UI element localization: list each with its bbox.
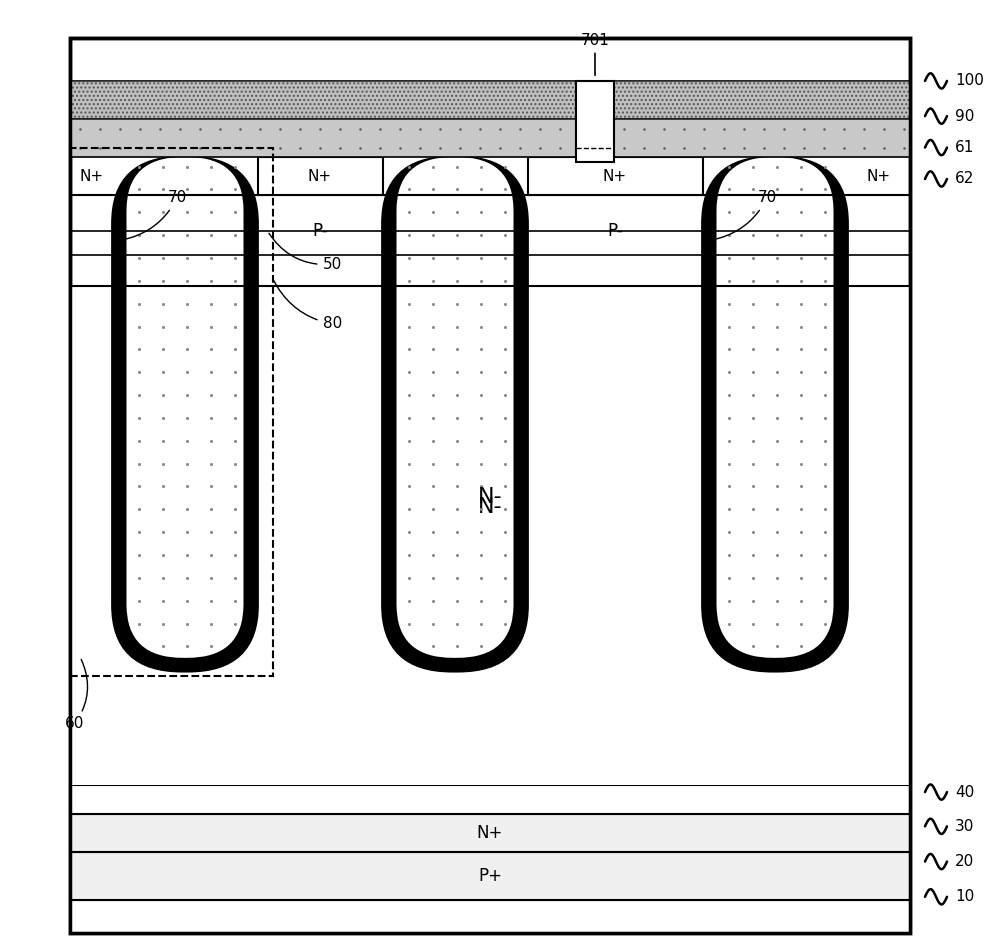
Text: P-: P- — [607, 222, 623, 240]
Bar — [70, 119, 576, 157]
Text: P-: P- — [312, 222, 328, 240]
FancyBboxPatch shape — [382, 157, 528, 671]
Bar — [614, 81, 910, 119]
Bar — [70, 148, 272, 676]
Bar — [70, 81, 576, 119]
Text: N+: N+ — [79, 169, 103, 184]
Text: N-: N- — [478, 487, 502, 507]
Text: N+: N+ — [308, 169, 332, 184]
Bar — [70, 900, 910, 933]
Bar — [70, 38, 910, 933]
Text: 701: 701 — [581, 32, 609, 75]
Text: N-: N- — [478, 497, 502, 517]
Bar — [70, 852, 910, 900]
Text: 20: 20 — [955, 854, 974, 869]
Bar — [70, 38, 910, 933]
Bar — [258, 157, 382, 195]
Text: 62: 62 — [955, 171, 974, 187]
Bar — [70, 814, 910, 852]
Bar — [70, 785, 910, 814]
Text: 70: 70 — [712, 190, 777, 240]
Text: 10: 10 — [955, 889, 974, 904]
Text: N+: N+ — [603, 169, 627, 184]
FancyBboxPatch shape — [716, 157, 834, 658]
Bar — [614, 81, 910, 119]
Text: N+: N+ — [477, 824, 503, 842]
Text: N+: N+ — [867, 169, 891, 184]
Text: 61: 61 — [955, 140, 974, 155]
FancyBboxPatch shape — [702, 157, 848, 671]
Text: 60: 60 — [65, 660, 88, 731]
Bar — [614, 119, 910, 157]
Text: P+: P+ — [478, 867, 502, 884]
Bar — [576, 81, 614, 162]
FancyBboxPatch shape — [126, 157, 244, 658]
Bar — [70, 286, 910, 785]
Text: 100: 100 — [955, 73, 984, 89]
FancyBboxPatch shape — [396, 157, 514, 658]
Text: 90: 90 — [955, 109, 974, 124]
Bar — [528, 157, 702, 195]
Text: 70: 70 — [122, 190, 187, 240]
Text: 40: 40 — [955, 784, 974, 800]
Bar — [70, 81, 576, 119]
Text: 80: 80 — [274, 281, 342, 331]
FancyBboxPatch shape — [112, 157, 258, 671]
Text: 30: 30 — [955, 819, 974, 834]
Text: 50: 50 — [269, 233, 342, 272]
